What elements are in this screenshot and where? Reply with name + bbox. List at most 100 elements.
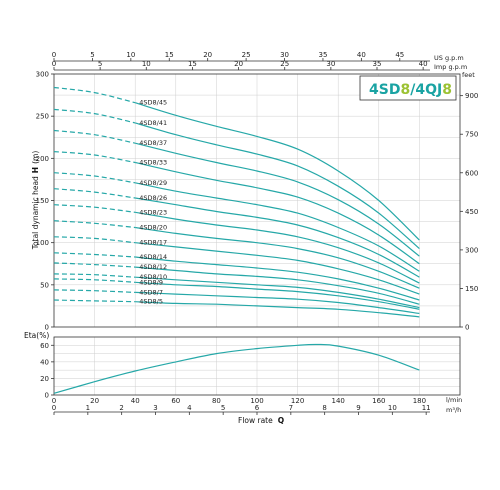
head-y-tick-label: 100: [36, 239, 49, 247]
us-gpm-label: US g.p.m: [434, 54, 464, 62]
us-gpm-tick-label: 35: [318, 51, 327, 59]
m3h-tick-label: 11: [422, 404, 431, 412]
tick-labels: 0 5 10 15 20 25 30 35 40 450 5 10 15 20 25 30 35 40050100…: [36, 51, 478, 415]
brand-part2: 8: [400, 82, 410, 98]
head-y-tick-label: 150: [36, 197, 49, 205]
head-curve: [135, 256, 420, 301]
curve-label: 4SD8/37: [139, 139, 167, 147]
head-curve: [135, 226, 420, 289]
curve-label: 4SD8/45: [139, 99, 167, 107]
curve-label: 4SD8/26: [139, 194, 167, 202]
curve-label: 4SD8/12: [139, 263, 167, 271]
head-y-tick-label: 200: [36, 155, 49, 163]
head-curve-dashed: [53, 86, 136, 104]
feet-tick-label: 300: [465, 246, 478, 254]
x-axis-title: Flow rate Q: [238, 416, 284, 425]
lmin-label: l/min: [446, 396, 462, 404]
ylabel-symbol: H: [31, 167, 40, 173]
brand-part1: 4SD: [369, 82, 400, 98]
head-curve-dashed: [53, 252, 136, 258]
head-curve-dashed: [53, 188, 136, 199]
head-curve: [135, 266, 420, 305]
lmin-tick-label: 80: [212, 397, 221, 405]
eta-ylabel: Eta(%): [24, 331, 49, 340]
eta-curve: [53, 343, 420, 394]
imp-gpm-tick-label: 35: [373, 60, 382, 68]
us-gpm-tick-label: 10: [126, 51, 135, 59]
eta-plot-frame: [53, 336, 461, 396]
imp-gpm-tick-label: 20: [234, 60, 243, 68]
curve-label: 4SD8/14: [139, 253, 167, 261]
brand-text: 4SD8/4QJ8: [369, 82, 452, 98]
m3h-tick-label: 1: [86, 404, 90, 412]
xlabel-symbol: Q: [278, 416, 284, 425]
m3h-tick-label: 3: [153, 404, 157, 412]
head-curve-dashed: [53, 151, 136, 164]
head-curve: [135, 142, 420, 257]
head-curve-dashed: [53, 204, 136, 213]
brand-box: 4SD8/4QJ8: [359, 75, 457, 101]
xlabel-text: Flow rate: [238, 416, 273, 425]
m3h-tick-label: 7: [289, 404, 293, 412]
head-y-tick-label: 50: [40, 281, 49, 289]
head-y-tick-label: 250: [36, 113, 49, 121]
head-curve: [135, 211, 420, 284]
head-curve: [135, 281, 420, 310]
brand-sep: /: [410, 82, 416, 98]
m3h-tick-label: 0: [52, 404, 56, 412]
head-curve: [135, 161, 420, 265]
head-curve: [135, 122, 420, 250]
us-gpm-tick-label: 45: [395, 51, 404, 59]
head-curve: [135, 102, 420, 241]
us-gpm-tick-label: 30: [280, 51, 289, 59]
head-curve: [135, 242, 420, 295]
head-curve-dashed: [53, 220, 136, 229]
head-y-tick-label: 0: [45, 324, 49, 332]
brand-part4: 8: [442, 82, 452, 98]
head-curve-dashed: [53, 299, 136, 303]
head-curve: [135, 276, 420, 309]
curve-label: 4SD8/29: [139, 179, 167, 187]
imp-gpm-tick-label: 25: [280, 60, 289, 68]
head-curve-dashed: [53, 108, 136, 124]
imp-gpm-tick-label: 10: [142, 60, 151, 68]
head-curve: [135, 301, 420, 318]
us-gpm-tick-label: 25: [242, 51, 251, 59]
grid-lines: [54, 74, 460, 395]
eta-y-tick-label: 20: [40, 375, 49, 383]
curve-label: 4SD8/41: [139, 119, 167, 127]
ylabel-unit: (m): [31, 151, 40, 164]
head-curve-dashed: [53, 172, 136, 184]
imp-gpm-tick-label: 30: [326, 60, 335, 68]
us-gpm-tick-label: 40: [357, 51, 366, 59]
eta-y-tick-label: 40: [40, 358, 49, 366]
head-curve: [135, 182, 420, 272]
head-y-tick-label: 300: [36, 71, 49, 79]
svg-text:Total dynamic headH(m): Total dynamic head H (m): [31, 151, 40, 251]
m3h-tick-label: 6: [255, 404, 260, 412]
us-gpm-tick-label: 15: [165, 51, 174, 59]
y-axis-title: Total dynamic head H (m): [31, 151, 40, 251]
curve-label: 4SD8/20: [139, 223, 167, 231]
lmin-tick-label: 60: [171, 397, 180, 405]
head-curve-dashed: [53, 262, 136, 268]
chart-text: US g.p.m Imp g.p.m feet l/min m³/h Eta(%…: [24, 54, 475, 425]
head-curve: [135, 291, 420, 315]
head-curve-dashed: [53, 278, 136, 283]
ylabel-text: Total dynamic head: [31, 176, 40, 250]
feet-tick-label: 750: [465, 131, 478, 139]
m3h-tick-label: 10: [388, 404, 397, 412]
curve-label: 4SD8/33: [139, 159, 167, 167]
feet-tick-label: 900: [465, 92, 478, 100]
feet-tick-label: 450: [465, 208, 478, 216]
head-curve-dashed: [53, 236, 136, 244]
curve-label: 4SD8/17: [139, 239, 167, 247]
m3h-tick-label: 5: [221, 404, 225, 412]
lmin-tick-label: 40: [131, 397, 140, 405]
feet-tick-label: 0: [465, 324, 469, 332]
imp-gpm-tick-label: 15: [188, 60, 197, 68]
m3h-label: m³/h: [446, 406, 461, 414]
